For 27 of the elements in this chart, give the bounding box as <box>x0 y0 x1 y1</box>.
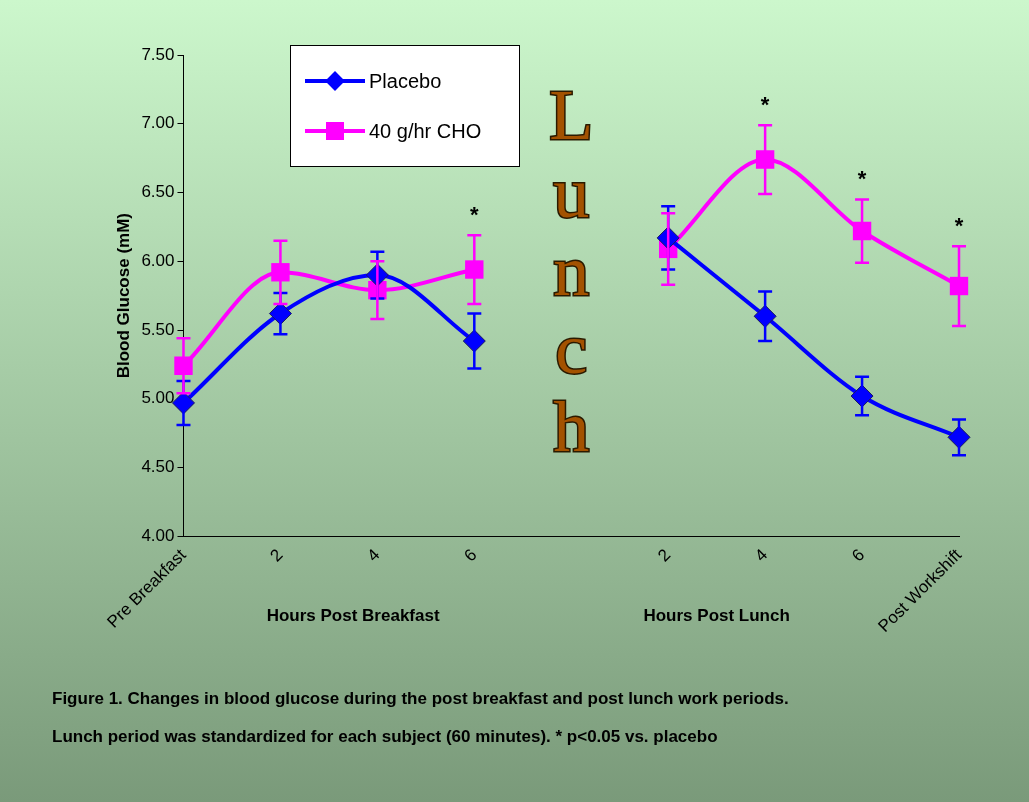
text: Lunch period was standardized for each subject (60 minutes). * p<0.05 vs. placebo <box>52 726 719 748</box>
data-label: * <box>760 92 770 118</box>
data-label: * <box>470 202 480 228</box>
text: Hours Post Lunch <box>643 606 790 625</box>
y-tick-label: 5.00 <box>141 388 175 408</box>
x-tick-label: 2 <box>266 545 287 566</box>
data-label: * <box>857 166 867 192</box>
y-axis-title: Blood Glucose (mM) <box>113 213 133 379</box>
x-axis-title: Hours Post Breakfast <box>266 606 440 625</box>
x-tick-label: 6 <box>848 545 869 566</box>
y-tick-label: 7.50 <box>141 44 175 64</box>
data-label: * <box>954 213 964 239</box>
y-tick-label: 4.50 <box>141 457 175 477</box>
y-tick-label: 7.00 <box>141 113 175 133</box>
x-tick-label: 4 <box>751 545 772 566</box>
x-tick-label: 6 <box>460 545 481 566</box>
y-tick-label: 6.50 <box>141 182 175 202</box>
point <box>755 150 775 169</box>
x-tick-label: 2 <box>654 545 675 566</box>
y-tick-label: 5.50 <box>141 319 175 339</box>
annotation: Lunch <box>549 74 594 467</box>
y-tick-label: 4.00 <box>141 526 175 545</box>
x-tick-label: 4 <box>363 545 384 566</box>
y-tick-label: 6.00 <box>141 250 175 270</box>
caption: Figure 1. Changes in blood glucose during the post breakfast and post lunch work periods. <box>52 688 789 710</box>
legend-label: Placebo <box>369 69 442 93</box>
legend-label: 40 g/hr CHO <box>369 119 482 143</box>
